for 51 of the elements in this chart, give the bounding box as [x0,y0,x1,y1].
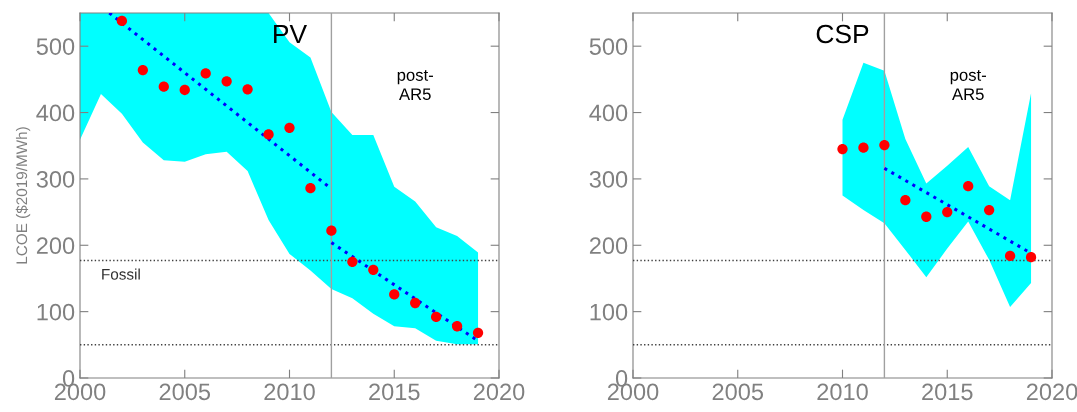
y-tick-label: 300 [36,170,75,188]
point [921,211,932,222]
point [221,76,232,87]
x-tick-label: 2015 [922,383,973,401]
x-tick-label: 2020 [473,383,525,401]
point [431,311,442,323]
point [305,183,316,194]
annotation: post- AR5 [950,69,986,101]
x-tick-label: 2020 [1026,383,1077,401]
x-tick-label: 2005 [712,383,764,401]
point [879,139,890,151]
y-tick-label: 100 [37,303,75,321]
chart-title: CSP [816,24,869,44]
y-tick-label: 200 [36,237,75,255]
y-tick-label: 400 [589,104,628,122]
x-tick-label: 2010 [264,383,315,401]
y-tick-label: 400 [36,104,75,122]
point [1004,250,1016,262]
x-tick-label: 2010 [817,383,868,401]
y-tick-label: 200 [589,237,628,255]
annotation: post- AR5 [397,69,433,101]
point [389,289,400,300]
y-tick-label: 500 [36,38,75,55]
point [137,64,148,76]
point [837,143,848,155]
point [451,321,463,332]
point [179,84,190,96]
point [158,81,169,92]
point [326,225,337,236]
point [368,264,379,275]
point [347,256,358,268]
ref-line-label: Fossil [102,268,140,280]
point [263,129,274,140]
point [1025,252,1037,263]
point [472,327,484,339]
point [963,181,974,192]
y-axis-title: LCOE ($2019/MWh) [15,127,31,264]
point [284,122,295,133]
x-tick-label: 2005 [159,383,211,401]
x-tick-label: 2015 [369,383,420,401]
point [116,15,128,27]
y-tick-label: 500 [589,38,628,55]
point [984,204,995,216]
y-tick-label: 300 [589,170,628,188]
point [858,142,869,153]
y-tick-label: 100 [590,303,628,321]
point [200,68,211,79]
point [900,195,911,206]
point [410,297,421,309]
point [242,84,253,95]
point [942,206,953,218]
